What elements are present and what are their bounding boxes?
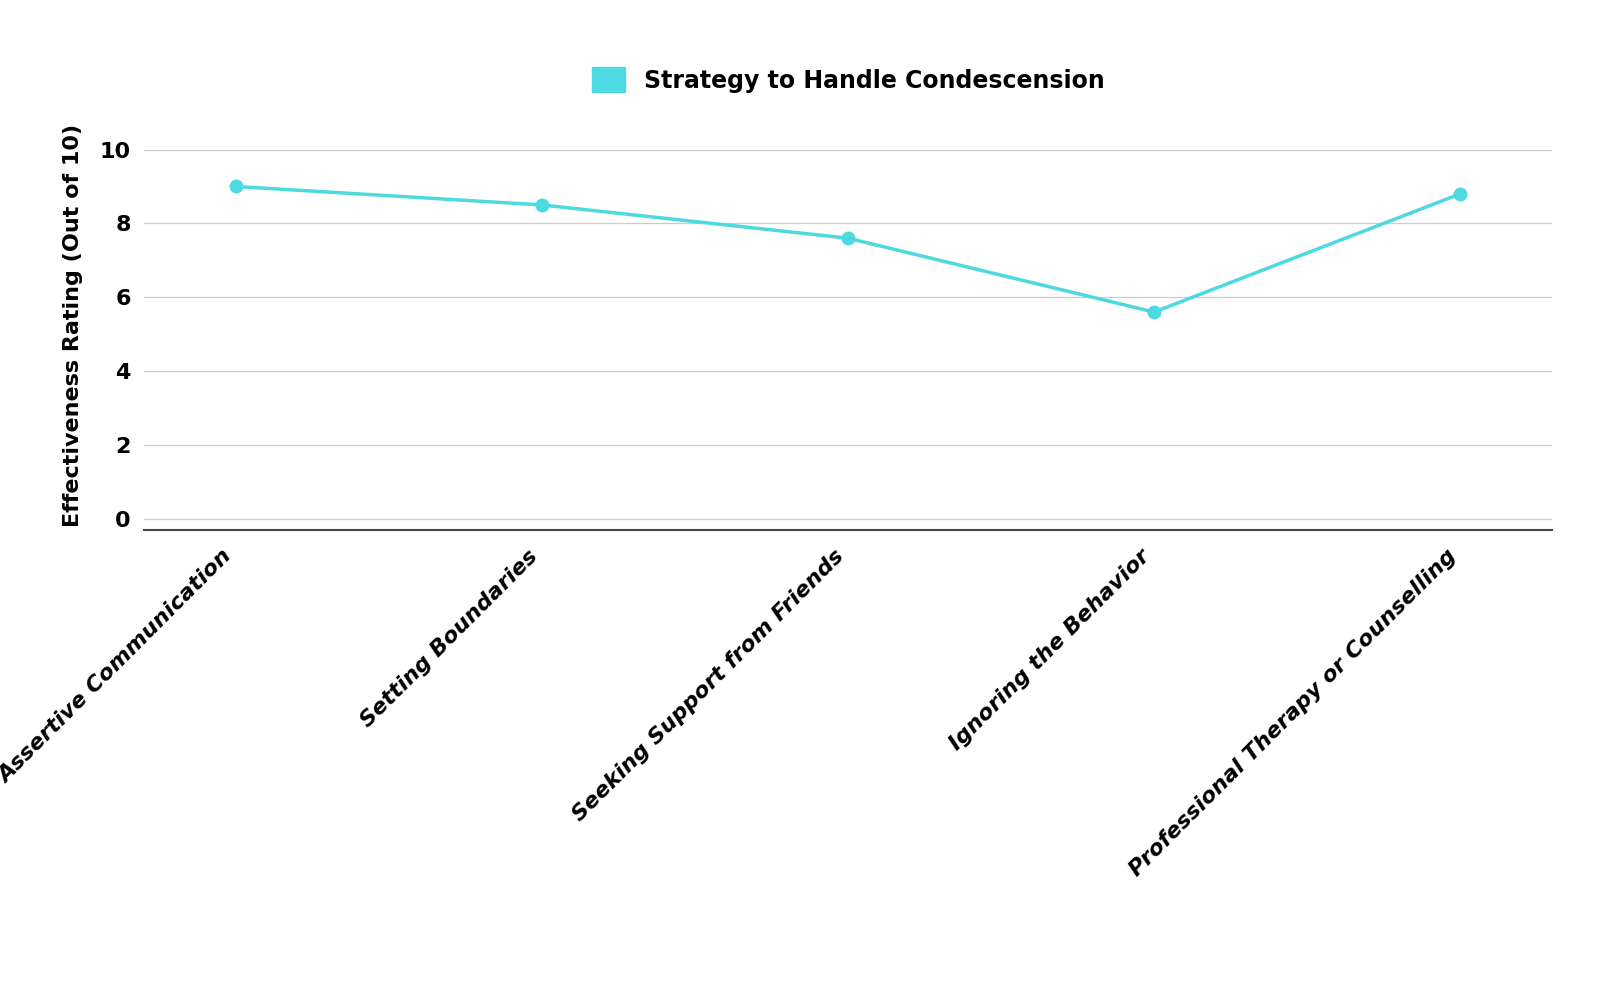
Legend: Strategy to Handle Condescension: Strategy to Handle Condescension: [582, 58, 1114, 102]
Y-axis label: Effectiveness Rating (Out of 10): Effectiveness Rating (Out of 10): [62, 123, 83, 527]
